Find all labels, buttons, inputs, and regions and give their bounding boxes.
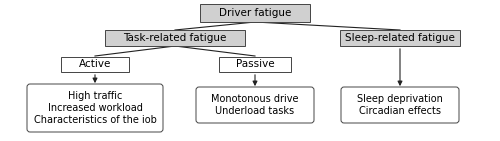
Text: Monotonous drive
Underload tasks: Monotonous drive Underload tasks: [211, 94, 299, 116]
Text: Active: Active: [79, 59, 111, 69]
FancyBboxPatch shape: [196, 87, 314, 123]
Text: Sleep deprivation
Circadian effects: Sleep deprivation Circadian effects: [357, 94, 443, 116]
Text: Task-related fatigue: Task-related fatigue: [124, 33, 226, 43]
Text: High traffic
Increased workload
Characteristics of the iob: High traffic Increased workload Characte…: [34, 91, 156, 125]
FancyBboxPatch shape: [341, 87, 459, 123]
FancyBboxPatch shape: [219, 57, 291, 71]
FancyBboxPatch shape: [27, 84, 163, 132]
FancyBboxPatch shape: [105, 30, 245, 46]
Text: Sleep-related fatigue: Sleep-related fatigue: [345, 33, 455, 43]
FancyBboxPatch shape: [61, 57, 129, 71]
Text: Driver fatigue: Driver fatigue: [219, 8, 291, 18]
Text: Passive: Passive: [236, 59, 275, 69]
FancyBboxPatch shape: [200, 4, 310, 22]
FancyBboxPatch shape: [340, 30, 460, 46]
